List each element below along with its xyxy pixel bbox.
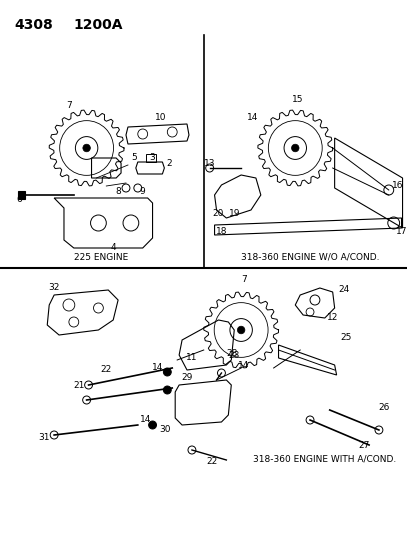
Text: 11: 11 xyxy=(186,353,197,362)
Text: 17: 17 xyxy=(395,228,406,237)
Text: 14: 14 xyxy=(247,114,258,123)
Text: 27: 27 xyxy=(358,440,369,449)
Text: 4: 4 xyxy=(110,244,116,253)
Text: 24: 24 xyxy=(338,286,349,295)
Text: 6: 6 xyxy=(17,196,22,205)
Text: 5: 5 xyxy=(131,152,136,161)
Text: 3: 3 xyxy=(150,154,155,163)
Text: 1200A: 1200A xyxy=(74,18,123,32)
Text: 10: 10 xyxy=(154,114,166,123)
Text: 20: 20 xyxy=(212,208,224,217)
Text: 225 ENGINE: 225 ENGINE xyxy=(74,253,128,262)
Text: 318-360 ENGINE W/O A/COND.: 318-360 ENGINE W/O A/COND. xyxy=(240,253,378,262)
Text: 23: 23 xyxy=(228,351,240,360)
Text: 7: 7 xyxy=(66,101,71,109)
Text: 18: 18 xyxy=(215,228,227,237)
Text: 14: 14 xyxy=(238,360,249,369)
Text: 26: 26 xyxy=(377,403,389,413)
Text: 29: 29 xyxy=(181,374,192,383)
Polygon shape xyxy=(18,191,24,199)
Text: 25: 25 xyxy=(340,334,351,343)
Text: 30: 30 xyxy=(159,425,171,434)
Text: 15: 15 xyxy=(291,95,302,104)
Text: 14: 14 xyxy=(140,416,151,424)
Circle shape xyxy=(83,144,90,152)
Text: 21: 21 xyxy=(73,381,84,390)
Text: 22: 22 xyxy=(100,366,112,375)
Text: 31: 31 xyxy=(38,433,50,442)
Text: 22: 22 xyxy=(206,457,217,466)
Circle shape xyxy=(237,326,244,334)
Text: 13: 13 xyxy=(203,158,215,167)
Text: 4308: 4308 xyxy=(15,18,53,32)
Circle shape xyxy=(163,368,171,376)
Text: 16: 16 xyxy=(391,181,402,190)
Text: 2: 2 xyxy=(166,158,172,167)
Text: 9: 9 xyxy=(140,188,145,197)
Text: 7: 7 xyxy=(241,276,247,285)
Text: 12: 12 xyxy=(326,313,337,322)
Text: 318-360 ENGINE WITH A/COND.: 318-360 ENGINE WITH A/COND. xyxy=(253,455,396,464)
Text: 19: 19 xyxy=(228,208,240,217)
Text: 8: 8 xyxy=(115,188,121,197)
Text: 14: 14 xyxy=(152,364,163,373)
Circle shape xyxy=(291,144,298,152)
Text: 28: 28 xyxy=(226,349,237,358)
Circle shape xyxy=(163,386,171,394)
Circle shape xyxy=(148,421,156,429)
Text: 32: 32 xyxy=(48,284,59,293)
